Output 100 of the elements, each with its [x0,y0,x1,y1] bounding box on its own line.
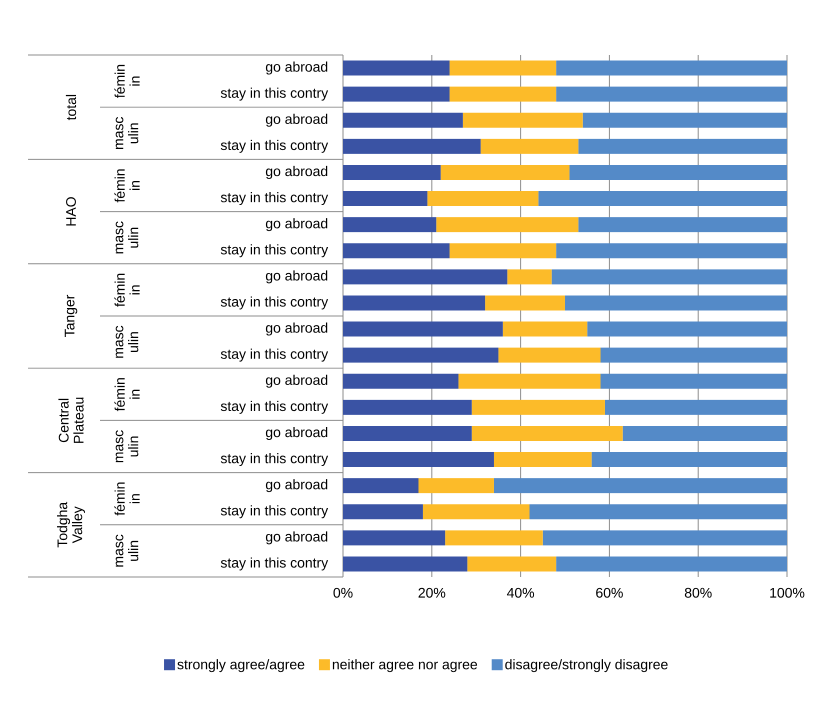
x-tick-label: 100% [770,588,804,598]
y-tick-label: go abroad [266,479,328,492]
bar [343,452,494,468]
text: masc ulin [116,221,138,254]
text: masc ulin [116,430,138,462]
bar [343,374,458,389]
text: masc ulin [116,116,138,150]
bar [622,426,788,441]
x-tick-label: 60% [596,588,623,598]
bar [552,269,788,284]
bar [502,322,588,337]
bar [529,504,788,520]
bar [494,452,592,468]
y-tick-label: stay in this contry [220,348,328,362]
legend-label: disagree/strongly disagree [505,659,668,672]
bar [343,530,446,546]
bar [343,138,481,154]
bar [498,348,601,363]
y-tick-label: stay in this contry [220,192,328,206]
bar [507,269,552,284]
bar [592,452,788,468]
bar [494,478,788,494]
y-tick-label: go abroad [266,426,328,440]
x-tick-label: 40% [506,588,534,598]
bar [343,504,423,520]
bar [480,138,578,154]
bar [458,374,601,389]
bar [343,478,418,494]
bar [472,400,605,415]
text: fémin in [114,378,140,412]
bar [600,348,788,363]
bar [556,556,788,572]
bar [343,426,472,441]
y-tick-label: stay in this contry [220,505,328,518]
bar [556,86,788,102]
x-tick-label: 20% [418,588,446,598]
bar [600,374,788,389]
y-tick-label: stay in this contry [220,244,328,258]
text: fémin in [114,482,140,516]
text: masc ulin [116,326,138,358]
y-tick-label: go abroad [266,114,328,127]
bar [472,426,623,441]
bar [343,400,472,415]
text: fémin in [114,64,140,98]
legend-label: neither agree nor agree [332,659,478,672]
bar [556,243,788,258]
bar [343,295,486,310]
bar [343,164,441,180]
bar [450,86,556,102]
bar [542,530,788,546]
bar [569,164,788,180]
y-tick-label: go abroad [266,531,328,544]
x-tick-label: 80% [684,588,712,598]
bar [450,60,556,76]
bar [445,530,543,546]
bar [343,60,450,76]
text: total [66,94,76,120]
bar [343,322,503,337]
bar [343,217,436,232]
text: HAO [66,197,76,226]
legend-label: strongly agree/agree [177,659,304,672]
bar [343,556,468,572]
bar [422,504,530,520]
bar [440,164,570,180]
bar [343,243,450,258]
bar [343,269,508,284]
y-tick-label: stay in this contry [220,453,328,466]
bar [604,400,788,415]
bar [578,138,788,154]
text: fémin in [114,274,140,307]
y-tick-label: go abroad [266,62,328,75]
text: Tanger [64,294,78,337]
y-tick-label: go abroad [266,322,328,336]
text: fémin in [114,169,140,202]
y-tick-label: stay in this contry [220,400,328,414]
bar [462,112,583,128]
bar [485,295,566,310]
bar [343,86,450,102]
bar [538,191,788,206]
y-tick-label: stay in this contry [220,557,328,570]
text: Todgha Valley [57,502,85,548]
y-tick-label: stay in this contry [220,88,328,101]
bar [450,243,556,258]
text: Central Plateau [58,398,84,443]
bar [427,191,538,206]
x-tick-label: 0% [333,588,353,598]
y-tick-label: stay in this contry [220,140,328,153]
bar [418,478,494,494]
y-tick-label: go abroad [266,374,328,388]
bar [343,348,498,363]
bar [582,112,788,128]
bar [578,217,788,232]
bar [587,322,788,337]
bar [343,191,428,206]
y-tick-label: go abroad [266,218,328,232]
bar [343,112,463,128]
bar [556,60,788,76]
bar [436,217,578,232]
y-tick-label: go abroad [266,270,328,284]
y-tick-label: stay in this contry [220,296,328,310]
